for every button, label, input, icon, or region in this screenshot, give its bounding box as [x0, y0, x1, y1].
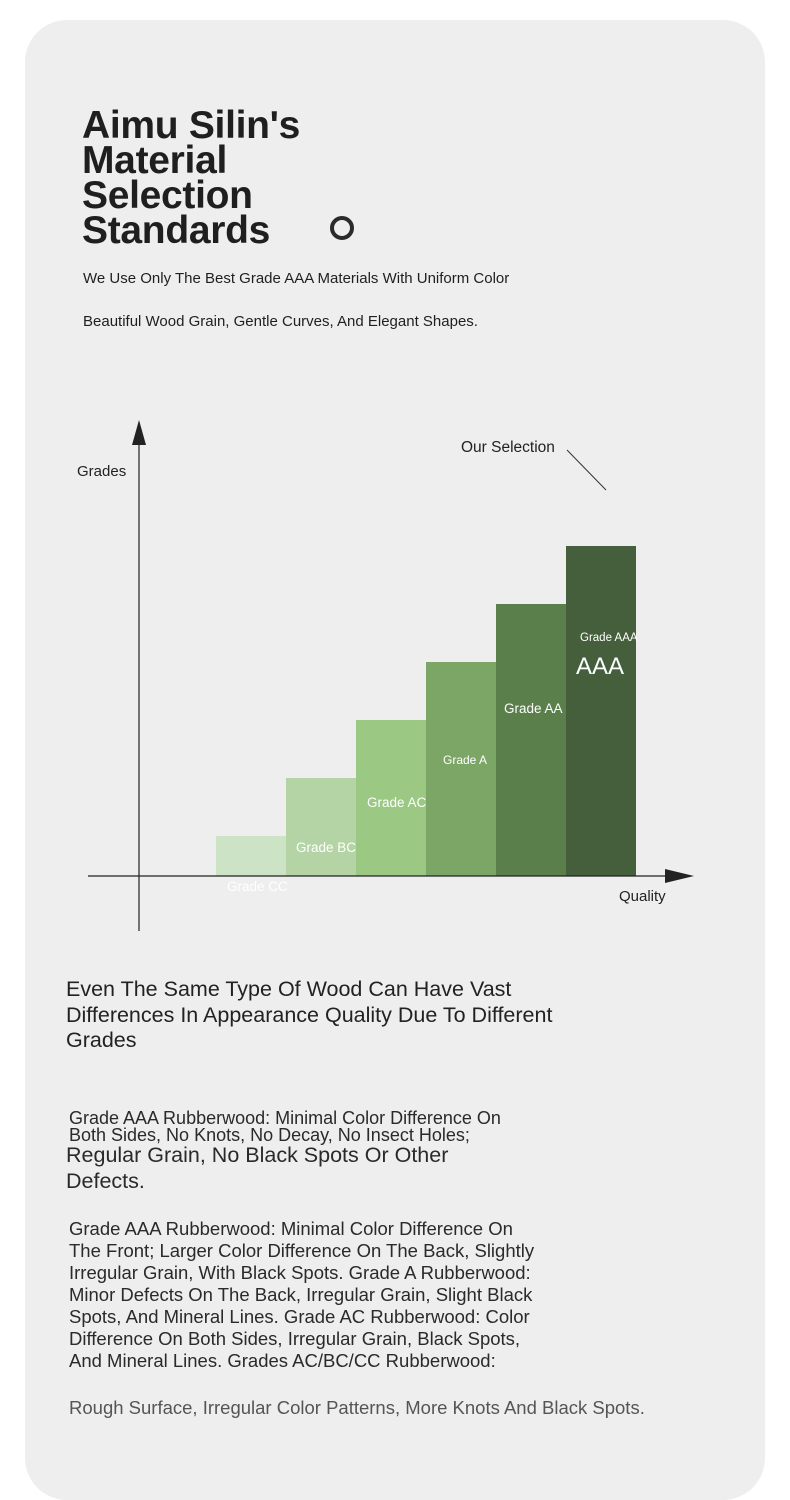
section-heading: Even The Same Type Of Wood Can Have Vast… [66, 977, 553, 1052]
highlight-label: AAA [576, 653, 624, 680]
bar-grade-aaa [566, 546, 636, 876]
paragraph-aaa-a: Grade AAA Rubberwood: Minimal Color Diff… [69, 1108, 501, 1145]
subtitle-line-1: We Use Only The Best Grade AAA Materials… [83, 270, 510, 287]
bar-grade-cc [216, 836, 286, 876]
bar-grade-aa [496, 604, 566, 876]
bar-label: Grade AA [504, 701, 563, 716]
callout-label: Our Selection [461, 439, 555, 456]
y-axis-arrow-icon [132, 420, 146, 445]
y-axis-label: Grades [77, 463, 126, 480]
bar-grade-ac [356, 720, 426, 876]
subtitle-line-2: Beautiful Wood Grain, Gentle Curves, And… [83, 313, 478, 330]
bar-label: Grade AAA [580, 632, 638, 644]
paragraph-aaa-b: Regular Grain, No Black Spots Or Other D… [66, 1143, 449, 1193]
x-axis-label: Quality [619, 888, 666, 905]
bar-label: Grade A [443, 753, 487, 767]
page-title: Aimu Silin's Material Selection Standard… [82, 104, 301, 252]
bar-grade-bc [286, 778, 356, 876]
paragraph-rough: Rough Surface, Irregular Color Patterns,… [69, 1397, 645, 1418]
grade-quality-chart: Grade CC Grade BC Grade AC Grade A Grade AA G… [77, 420, 694, 931]
bar-grade-a [426, 662, 496, 876]
bar-label: Grade CC [227, 879, 288, 894]
callout-leader-line [566, 449, 607, 491]
x-axis-arrow-icon [665, 869, 694, 883]
bar-label: Grade BC [296, 840, 356, 855]
paragraph-grades: Grade AAA Rubberwood: Minimal Color Diff… [69, 1218, 535, 1371]
bar-label: Grade AC [367, 795, 427, 810]
circle-icon [330, 216, 354, 240]
